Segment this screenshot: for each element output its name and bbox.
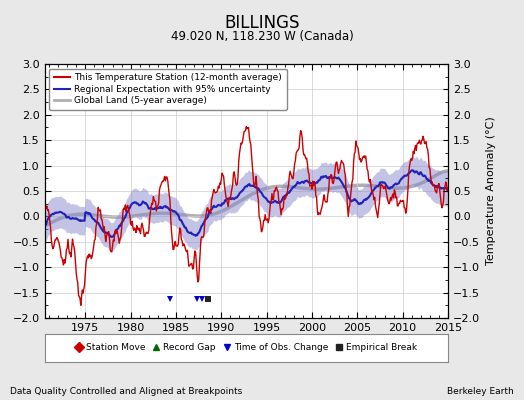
Y-axis label: Temperature Anomaly (°C): Temperature Anomaly (°C) [486, 117, 496, 265]
Text: BILLINGS: BILLINGS [224, 14, 300, 32]
Text: Berkeley Earth: Berkeley Earth [447, 387, 514, 396]
Legend: Station Move, Record Gap, Time of Obs. Change, Empirical Break: Station Move, Record Gap, Time of Obs. C… [72, 341, 420, 355]
Legend: This Temperature Station (12-month average), Regional Expectation with 95% uncer: This Temperature Station (12-month avera… [49, 68, 287, 110]
Text: Data Quality Controlled and Aligned at Breakpoints: Data Quality Controlled and Aligned at B… [10, 387, 243, 396]
Text: 49.020 N, 118.230 W (Canada): 49.020 N, 118.230 W (Canada) [171, 30, 353, 43]
